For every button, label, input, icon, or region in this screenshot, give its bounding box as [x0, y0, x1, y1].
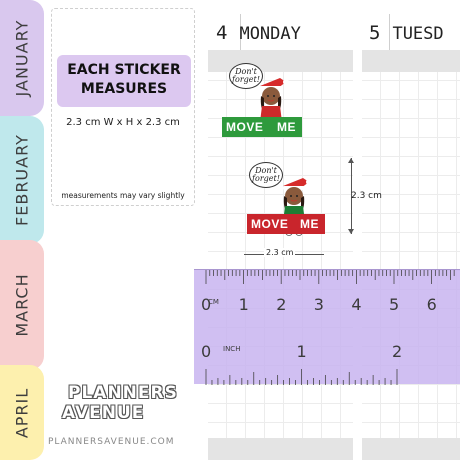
sticker-move-me-red: Don't forget! MOVE ME: [245, 160, 337, 244]
cm-number: 1: [238, 295, 249, 314]
day-name: TUESD: [392, 24, 444, 44]
header-divider: [240, 14, 241, 50]
day-number: 4: [216, 22, 228, 44]
banner-word-left: MOVE: [226, 120, 264, 134]
tab-january-label: JANUARY: [12, 19, 32, 97]
cm-number: 5: [389, 295, 400, 314]
planner-column-tuesday: [362, 50, 460, 460]
banner-word-left: MOVE: [251, 217, 289, 231]
speech-bubble: Don't forget!: [229, 63, 263, 89]
height-measure-label: 2.3 cm: [351, 191, 382, 201]
bubble-line1: Don't: [235, 67, 257, 76]
sticker-move-me-green: Don't forget! MOVE ME: [222, 60, 314, 144]
sticker-info-card: EACH STICKER MEASURES 2.3 cm W x H x 2.3…: [51, 8, 195, 206]
bubble-line1: Don't: [255, 166, 277, 175]
day-header-tuesday: 5 TUESD: [369, 22, 444, 44]
height-measure-line: [348, 158, 354, 234]
ruler: CM 0 1 2 3 4 5 6 INCH 0 1 2: [194, 269, 460, 385]
cm-number: 6: [426, 295, 437, 314]
bubble-line2: forget!: [232, 75, 260, 84]
info-title-line1: EACH STICKER: [67, 62, 181, 78]
planners-avenue-logo: PLANNERS AVENUE: [62, 383, 182, 431]
tab-january[interactable]: JANUARY: [0, 0, 44, 116]
sticker-banner: MOVE ME: [247, 214, 325, 234]
tab-april[interactable]: APRIL: [0, 365, 44, 460]
logo-line1: PLANNERS: [68, 383, 178, 403]
sticker-banner: MOVE ME: [222, 117, 302, 137]
cm-number: 0: [201, 295, 212, 314]
tab-february-label: FEBRUARY: [12, 134, 32, 226]
cm-number: 3: [313, 295, 324, 314]
inch-number: 1: [296, 342, 307, 361]
column-band: [208, 438, 353, 460]
tab-march[interactable]: MARCH: [0, 240, 44, 370]
tab-march-label: MARCH: [12, 273, 32, 337]
column-band: [362, 438, 460, 460]
info-title-line2: MEASURES: [80, 81, 168, 97]
column-band: [362, 50, 460, 72]
info-dimensions: 2.3 cm W x H x 2.3 cm: [66, 117, 180, 128]
logo-url: PLANNERSAVENUE.COM: [48, 437, 175, 447]
bubble-line2: forget!: [252, 174, 280, 183]
inch-number: 2: [392, 342, 403, 361]
cm-unit-label: CM: [208, 298, 219, 306]
speech-bubble: Don't forget!: [249, 162, 283, 188]
cm-number: 4: [351, 295, 362, 314]
inch-unit-label: INCH: [223, 345, 241, 353]
day-header-monday: 4 MONDAY: [216, 22, 301, 44]
day-name: MONDAY: [239, 24, 301, 44]
info-note: measurements may vary slightly: [61, 191, 185, 200]
banner-word-right: ME: [300, 217, 319, 231]
info-title: EACH STICKER MEASURES: [57, 55, 191, 107]
tab-april-label: APRIL: [12, 387, 32, 438]
tab-february[interactable]: FEBRUARY: [0, 116, 44, 244]
inch-number: 0: [201, 342, 212, 361]
cm-number: 2: [276, 295, 287, 314]
day-number: 5: [369, 22, 381, 44]
width-measure-label: 2.3 cm: [264, 248, 296, 257]
ruler-ticks: [205, 270, 455, 385]
logo-line2: AVENUE: [62, 403, 145, 423]
header-divider: [389, 14, 390, 50]
banner-word-right: ME: [277, 120, 296, 134]
